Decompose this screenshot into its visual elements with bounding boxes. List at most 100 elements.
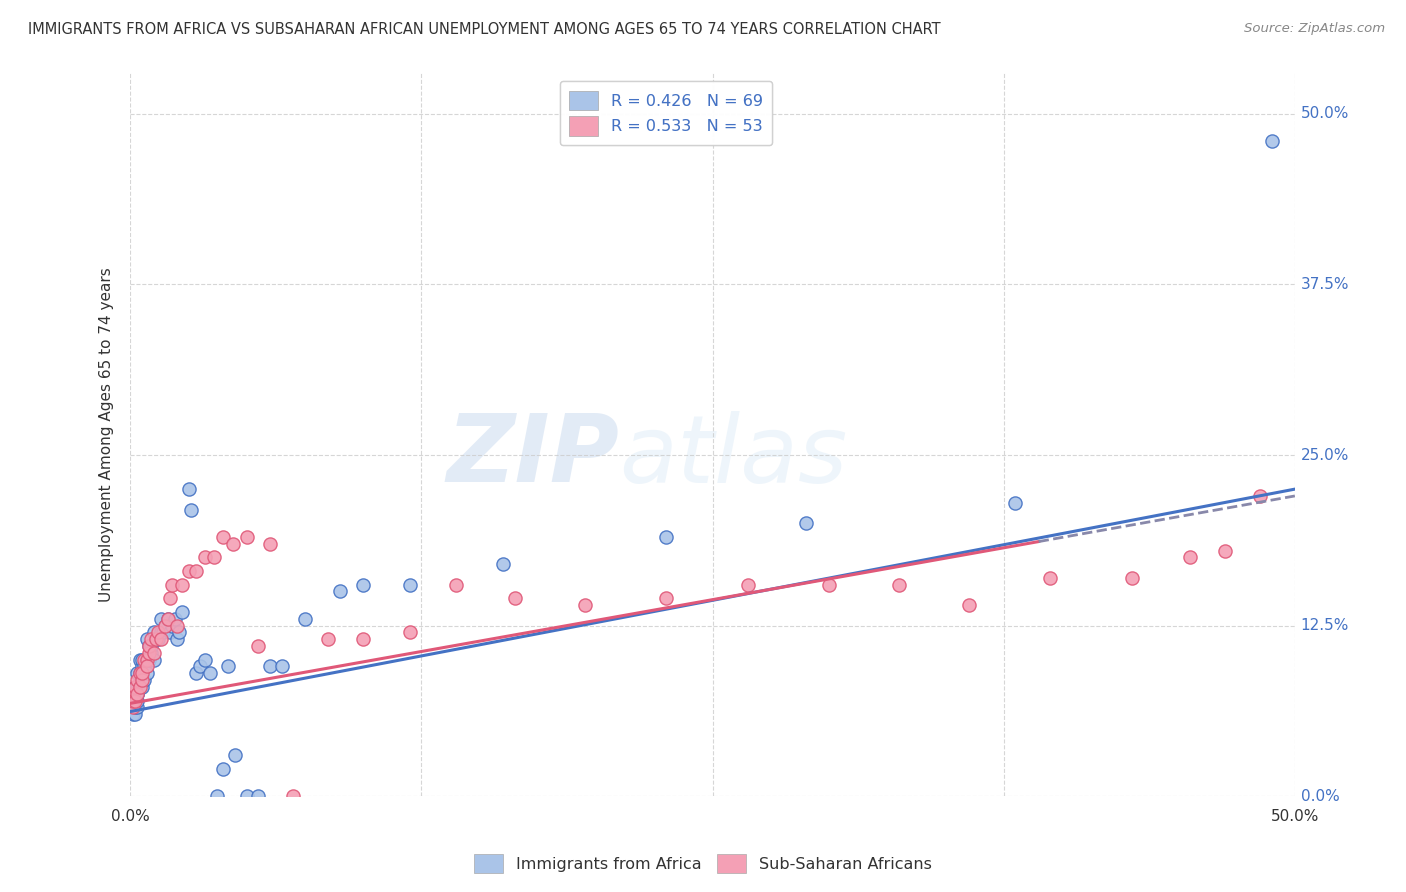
- Point: [283, 789, 305, 804]
- Point: [135, 632, 157, 647]
- Point: [155, 618, 177, 632]
- Point: [166, 632, 188, 647]
- Point: [655, 530, 678, 544]
- Point: [398, 625, 420, 640]
- Point: [352, 577, 374, 591]
- Point: [318, 632, 340, 647]
- Point: [184, 666, 207, 681]
- Point: [131, 659, 153, 673]
- Point: [141, 646, 163, 660]
- Y-axis label: Unemployment Among Ages 65 to 74 years: Unemployment Among Ages 65 to 74 years: [100, 268, 114, 602]
- Point: [202, 550, 225, 565]
- Point: [1260, 134, 1282, 148]
- Point: [138, 653, 160, 667]
- Point: [162, 577, 184, 591]
- Point: [131, 666, 153, 681]
- Point: [121, 707, 143, 722]
- Point: [131, 680, 153, 694]
- Point: [124, 693, 146, 707]
- Point: [124, 707, 146, 722]
- Point: [134, 653, 156, 667]
- Point: [177, 482, 200, 496]
- Point: [142, 625, 165, 640]
- Point: [205, 789, 228, 804]
- Point: [737, 577, 759, 591]
- Point: [159, 591, 181, 606]
- Point: [492, 557, 515, 571]
- Point: [212, 762, 235, 776]
- Point: [270, 659, 292, 673]
- Point: [124, 693, 146, 707]
- Point: [180, 502, 202, 516]
- Point: [162, 618, 184, 632]
- Text: ZIP: ZIP: [447, 410, 620, 502]
- Point: [149, 612, 172, 626]
- Point: [141, 639, 163, 653]
- Point: [198, 666, 221, 681]
- Point: [294, 612, 316, 626]
- Point: [127, 680, 149, 694]
- Text: Source: ZipAtlas.com: Source: ZipAtlas.com: [1244, 22, 1385, 36]
- Point: [236, 789, 259, 804]
- Point: [818, 577, 841, 591]
- Point: [124, 680, 146, 694]
- Point: [329, 584, 352, 599]
- Point: [148, 625, 170, 640]
- Legend: Immigrants from Africa, Sub-Saharan Africans: Immigrants from Africa, Sub-Saharan Afri…: [468, 847, 938, 880]
- Point: [124, 680, 146, 694]
- Point: [156, 612, 179, 626]
- Point: [156, 612, 179, 626]
- Text: 50.0%: 50.0%: [1301, 106, 1350, 121]
- Point: [121, 693, 143, 707]
- Point: [127, 673, 149, 687]
- Point: [127, 687, 149, 701]
- Point: [128, 680, 150, 694]
- Point: [259, 659, 281, 673]
- Point: [159, 625, 181, 640]
- Point: [794, 516, 817, 531]
- Point: [887, 577, 910, 591]
- Point: [446, 577, 468, 591]
- Text: 25.0%: 25.0%: [1301, 448, 1350, 463]
- Point: [142, 653, 165, 667]
- Point: [166, 618, 188, 632]
- Point: [1004, 496, 1026, 510]
- Text: 50.0%: 50.0%: [1271, 809, 1319, 824]
- Point: [194, 550, 217, 565]
- Point: [259, 537, 281, 551]
- Point: [224, 748, 246, 763]
- Point: [188, 659, 211, 673]
- Point: [1039, 571, 1062, 585]
- Point: [127, 666, 149, 681]
- Point: [138, 646, 160, 660]
- Point: [184, 564, 207, 578]
- Point: [1213, 543, 1236, 558]
- Point: [1121, 571, 1143, 585]
- Point: [127, 700, 149, 714]
- Point: [141, 632, 163, 647]
- Text: 0.0%: 0.0%: [1301, 789, 1340, 804]
- Point: [247, 639, 270, 653]
- Point: [121, 687, 143, 701]
- Point: [170, 577, 193, 591]
- Point: [1249, 489, 1271, 503]
- Point: [127, 693, 149, 707]
- Point: [152, 625, 174, 640]
- Point: [127, 687, 149, 701]
- Point: [131, 653, 153, 667]
- Text: atlas: atlas: [620, 410, 848, 501]
- Point: [121, 700, 143, 714]
- Point: [194, 653, 217, 667]
- Text: 37.5%: 37.5%: [1301, 277, 1350, 292]
- Point: [124, 700, 146, 714]
- Point: [135, 659, 157, 673]
- Point: [167, 625, 190, 640]
- Point: [128, 666, 150, 681]
- Text: 12.5%: 12.5%: [1301, 618, 1350, 633]
- Point: [142, 646, 165, 660]
- Text: IMMIGRANTS FROM AFRICA VS SUBSAHARAN AFRICAN UNEMPLOYMENT AMONG AGES 65 TO 74 YE: IMMIGRANTS FROM AFRICA VS SUBSAHARAN AFR…: [28, 22, 941, 37]
- Point: [212, 530, 235, 544]
- Point: [127, 687, 149, 701]
- Point: [131, 673, 153, 687]
- Point: [138, 639, 160, 653]
